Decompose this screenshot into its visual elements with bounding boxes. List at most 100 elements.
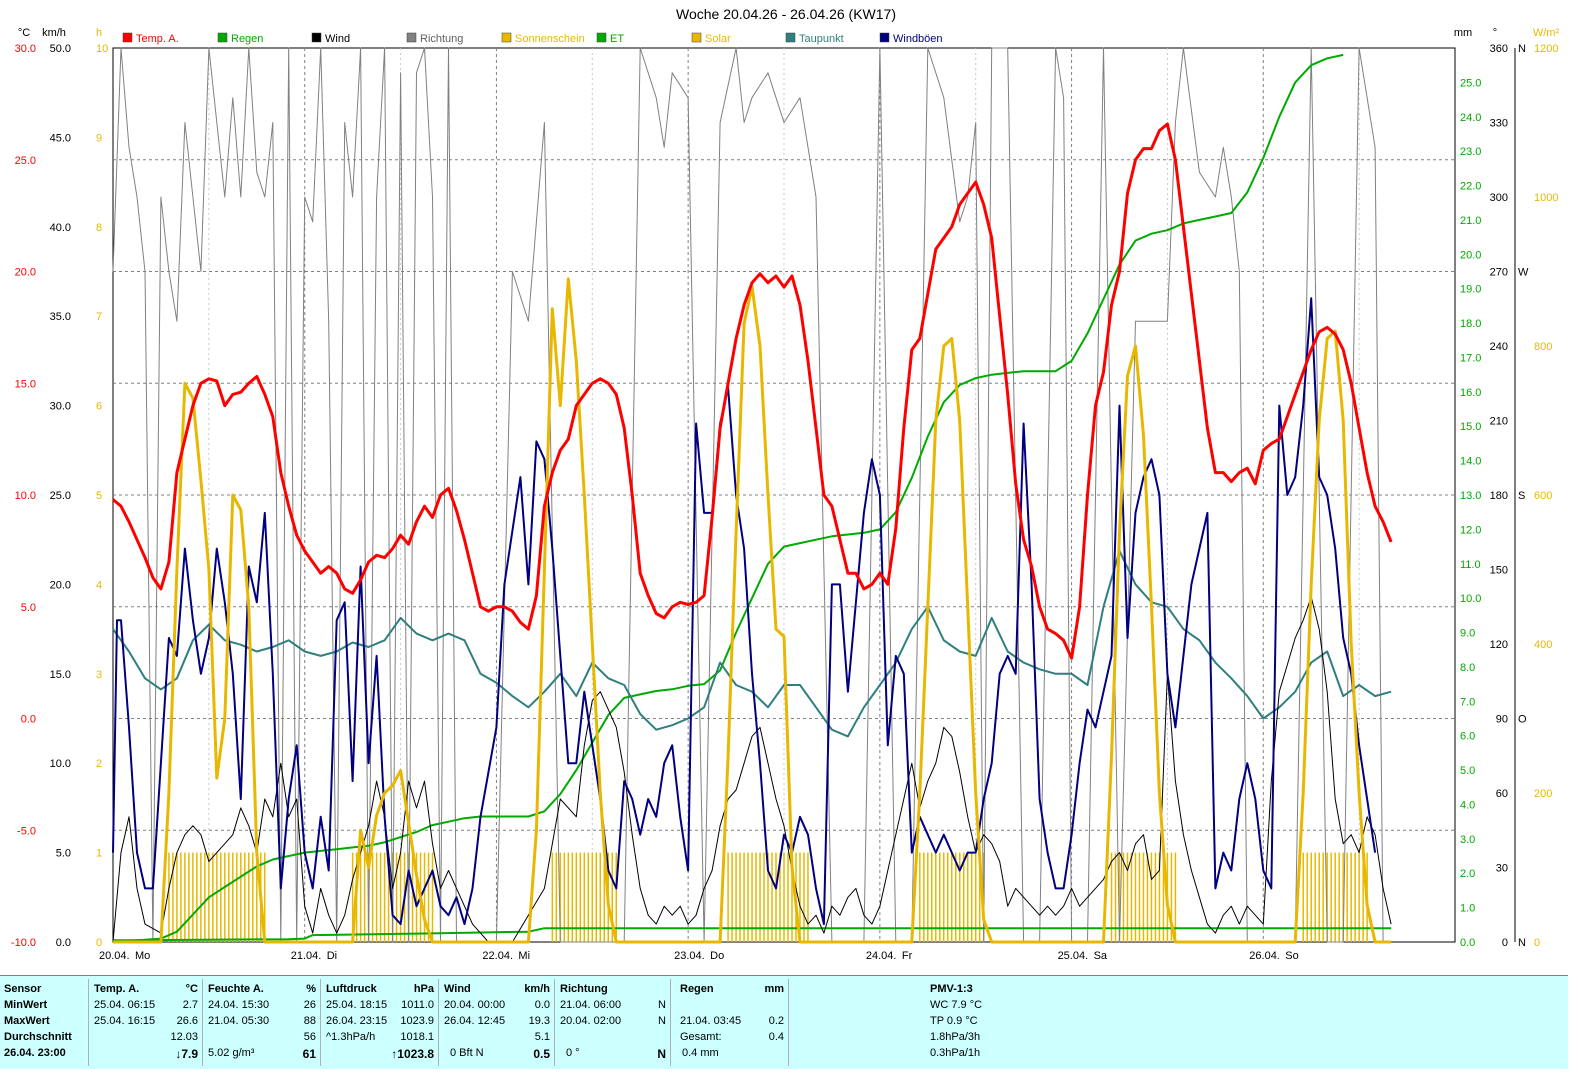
- rain-tick-label: 0.0: [1460, 937, 1475, 949]
- solar-tick-label: 200: [1534, 788, 1552, 800]
- solar-tick-label: 1000: [1534, 192, 1558, 204]
- stats-col-direction: Richtung 21.04. 06:00 N 20.04. 02:00 N 0 °…: [556, 979, 671, 1066]
- dir-tick-label: 330: [1490, 118, 1508, 130]
- direction-header: Richtung: [560, 983, 608, 995]
- stats-col-wind: Wind km/h 20.04. 00:00 0.0 26.04. 12:45 19.…: [440, 979, 555, 1066]
- humidity-min-time: 24.04. 15:30: [208, 999, 270, 1011]
- solar-tick-label: 0: [1534, 937, 1540, 949]
- rain-tick-label: 3.0: [1460, 834, 1475, 846]
- legend-swatch: [596, 32, 607, 43]
- rain-header: Regen: [680, 983, 714, 995]
- rain-axis-unit: mm: [1454, 27, 1472, 39]
- legend-label: Sonnenschein: [515, 33, 585, 45]
- solar-tick-label: 400: [1534, 639, 1552, 651]
- series-solar: [113, 277, 1392, 944]
- direction-current-deg: 0 °: [566, 1047, 580, 1059]
- direction-max: N: [658, 1015, 666, 1027]
- dir-tick-label: 360: [1490, 43, 1508, 55]
- rain-tick-label: 21.0: [1460, 215, 1481, 227]
- humidity-max-time: 21.04. 05:30: [208, 1015, 270, 1027]
- rain-tick-label: 14.0: [1460, 456, 1481, 468]
- sun-tick-label: 1: [96, 848, 102, 860]
- pressure-max: 1023.9: [400, 1015, 434, 1027]
- wind-current: 0.5: [533, 1047, 550, 1061]
- temp-tick-label: 25.0: [15, 155, 36, 167]
- dir-tick-label: 180: [1490, 490, 1508, 502]
- rain-tick-label: 1.0: [1460, 903, 1475, 915]
- dir-tick-label: 60: [1496, 788, 1508, 800]
- wind-tick-label: 10.0: [50, 758, 71, 770]
- x-tick-date: 26.04.: [1249, 950, 1280, 962]
- wind-header: Wind: [444, 983, 471, 995]
- pressure-min-time: 25.04. 18:15: [326, 999, 388, 1011]
- rain-total-label: Gesamt:: [680, 1031, 722, 1043]
- humidity-min: 26: [303, 999, 316, 1011]
- solar-axis-unit: W/m²: [1533, 27, 1560, 39]
- x-tick-day: Fr: [902, 950, 913, 962]
- series-wind: [112, 596, 1392, 943]
- direction-min: N: [658, 999, 666, 1011]
- wind-avg: 5.1: [534, 1031, 550, 1043]
- rain-tick-label: 18.0: [1460, 318, 1481, 330]
- dir-tick-label: 270: [1490, 267, 1508, 279]
- series-temp-a: [112, 122, 1393, 660]
- legend-label: Temp. A.: [136, 33, 179, 45]
- rain-tick-label: 17.0: [1460, 352, 1481, 364]
- stats-col-pressure: Luftdruck hPa 25.04. 18:15 1011.0 26.04. 2…: [322, 979, 439, 1066]
- legend-swatch: [217, 32, 228, 43]
- wind-tick-label: 50.0: [50, 43, 71, 55]
- temp-axis-unit: °C: [18, 27, 30, 39]
- x-tick-day: Mi: [518, 950, 530, 962]
- wind-max: 19.3: [528, 1015, 550, 1027]
- temp-min-time: 25.04. 06:15: [94, 999, 156, 1011]
- sun-tick-label: 2: [96, 758, 102, 770]
- rain-unit: mm: [764, 983, 784, 995]
- wind-tick-label: 5.0: [56, 848, 71, 860]
- temp-tick-label: -10.0: [11, 937, 36, 949]
- pressure-max-time: 26.04. 23:15: [326, 1015, 388, 1027]
- rain-tick-label: 23.0: [1460, 146, 1481, 158]
- wind-max-time: 26.04. 12:45: [444, 1015, 506, 1027]
- sun-tick-label: 4: [96, 579, 102, 591]
- sun-tick-label: 7: [96, 311, 102, 323]
- temp-tick-label: 0.0: [21, 714, 36, 726]
- stats-col-pmv: PMV-1:3 WC 7.9 °C TP 0.9 °C 1.8hPa/3h 0.…: [790, 979, 1070, 1066]
- series-richtung: [112, 47, 1392, 943]
- temp-tick-label: 30.0: [15, 43, 36, 55]
- wind-tick-label: 45.0: [50, 132, 71, 144]
- x-tick-day: So: [1285, 950, 1298, 962]
- pmv-tp: TP 0.9 °C: [930, 1015, 978, 1027]
- sun-tick-label: 8: [96, 222, 102, 234]
- temp-tick-label: 20.0: [15, 267, 36, 279]
- rain-tick-label: 20.0: [1460, 249, 1481, 261]
- pressure-avg: 1018.1: [400, 1031, 434, 1043]
- rain-tick-label: 7.0: [1460, 696, 1475, 708]
- x-tick-day: Do: [710, 950, 724, 962]
- axis-unit-labels: °C km/h h mm ° W/m²: [18, 27, 1560, 39]
- rain-tick-label: 22.0: [1460, 181, 1481, 193]
- chart-title: Woche 20.04.26 - 26.04.26 (KW17): [676, 6, 896, 22]
- dir-tick-label: 0: [1502, 937, 1508, 949]
- solar-tick-label: 1200: [1534, 43, 1558, 55]
- rain-max: 0.2: [768, 1015, 784, 1027]
- rain-tick-label: 19.0: [1460, 284, 1481, 296]
- dir-tick-label: 240: [1490, 341, 1508, 353]
- sun-tick-label: 9: [96, 132, 102, 144]
- x-tick-date: 24.04.: [866, 950, 897, 962]
- humidity-header: Feuchte A.: [208, 983, 264, 995]
- legend-label: ET: [610, 33, 624, 45]
- wind-tick-label: 20.0: [50, 579, 71, 591]
- sun-tick-label: 3: [96, 669, 102, 681]
- solar-tick-label: 800: [1534, 341, 1552, 353]
- sensor-row-current: 26.04. 23:00: [4, 1047, 66, 1059]
- stats-col-humidity: Feuchte A.% 24.04. 15:30 26 21.04. 05:30 8…: [204, 979, 321, 1066]
- dir-tick-compass: S: [1518, 490, 1525, 502]
- dir-tick-compass: N: [1518, 43, 1526, 55]
- legend-swatch: [122, 32, 133, 43]
- dir-axis-unit: °: [1493, 27, 1497, 39]
- pmv-p3h: 1.8hPa/3h: [930, 1031, 981, 1043]
- sun-axis-unit: h: [96, 27, 102, 39]
- dir-tick-compass: O: [1518, 714, 1527, 726]
- rain-tick-label: 5.0: [1460, 765, 1475, 777]
- sun-tick-label: 10: [96, 43, 108, 55]
